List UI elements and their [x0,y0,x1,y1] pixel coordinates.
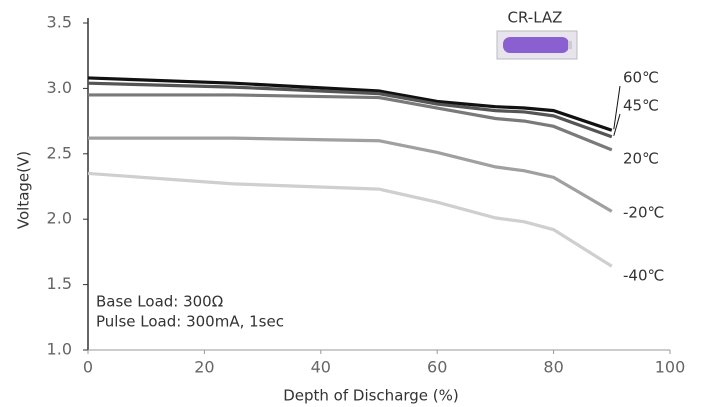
x-tick-label: 20 [194,358,214,377]
y-tick-label: 3.0 [47,78,72,97]
series-label: -20℃ [623,204,664,222]
y-tick-label: 2.0 [47,209,72,228]
series-line [87,171,613,268]
annotation: Pulse Load: 300mA, 1sec [96,313,284,331]
series-label: 20℃ [623,150,659,168]
leader-line [613,113,621,136]
series-line [88,136,613,213]
y-tick-label: 2.5 [47,143,72,162]
series-line [87,76,613,132]
y-axis-label: Voltage(V) [15,151,33,229]
x-tick-label: 40 [311,358,331,377]
y-tick-label: 3.5 [47,13,72,32]
y-tick-label: 1.0 [47,340,72,359]
leader-line [613,85,621,130]
annotation: Base Load: 300Ω [96,293,223,311]
series-label: -40℃ [623,267,664,285]
x-tick-label: 0 [83,358,93,377]
series-line [87,81,613,139]
series-line [88,93,613,152]
x-axis-label: Depth of Discharge (%) [283,387,459,405]
x-tick-label: 60 [427,358,447,377]
y-tick-label: 1.5 [47,274,72,293]
battery-image [496,30,578,60]
x-tick-label: 80 [543,358,563,377]
chart-title: CR-LAZ [508,9,563,27]
series-label: 45℃ [623,97,659,115]
x-tick-label: 100 [655,358,686,377]
series-label: 60℃ [623,69,659,87]
